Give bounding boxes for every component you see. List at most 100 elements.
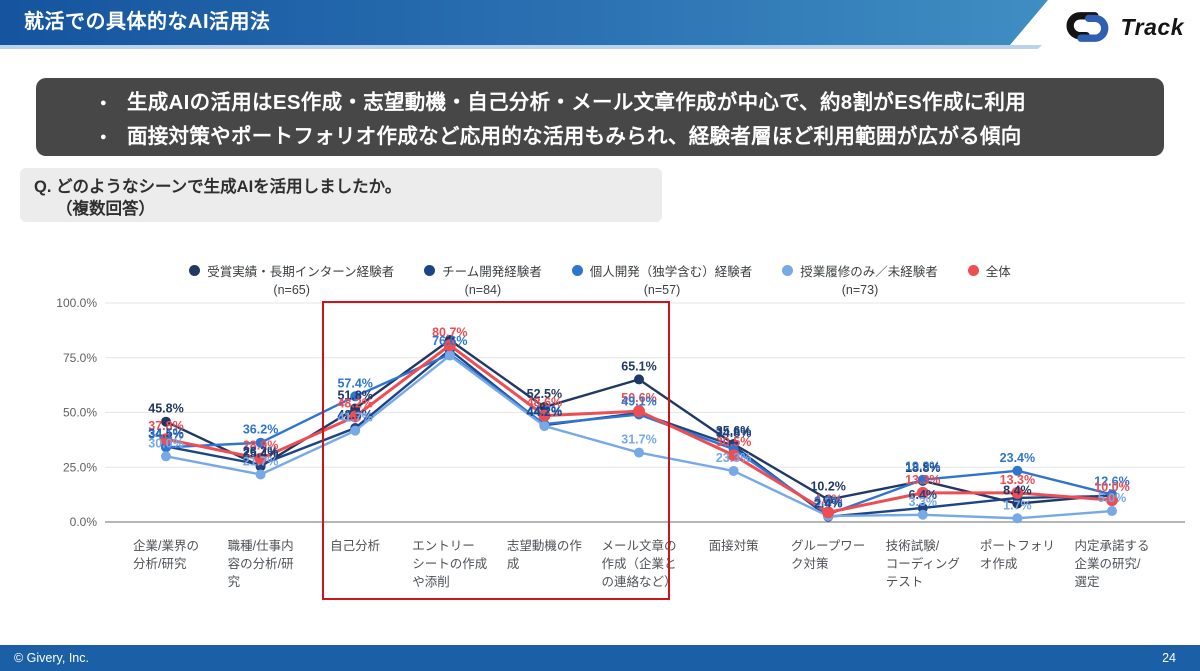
point-label: 30.5% — [716, 435, 751, 449]
legend-item-2: 個人開発（独学含む）経験者 (n=57) — [571, 261, 753, 297]
point-label: 13.3% — [905, 473, 940, 487]
summary-bullet-1: ● 生成AIの活用はES作成・志望動機・自己分析・メール文章作成が中心で、約8割… — [100, 85, 1164, 115]
legend-n-count: (n=84) — [464, 283, 502, 297]
data-point — [1106, 494, 1118, 507]
legend-label: 個人開発（独学含む）経験者 — [589, 265, 753, 279]
point-label: 48.6% — [527, 396, 562, 410]
legend-n-count: (n=73) — [841, 283, 879, 297]
point-label: 10.0% — [1094, 480, 1129, 494]
point-label: 36.2% — [243, 423, 278, 437]
category-label: 自己分析 — [330, 539, 381, 553]
data-point — [443, 339, 456, 352]
point-label: 18.8% — [905, 461, 940, 475]
legend-item-0: 受賞実績・長期インターン経験者 (n=65) — [189, 261, 394, 297]
point-label: 2.7% — [814, 496, 843, 510]
question-line-1: Q. どのようなシーンで生成AIを活用しましたか。 — [34, 178, 402, 196]
y-axis-tick: 50.0% — [63, 406, 97, 420]
data-point — [444, 350, 455, 361]
legend-dot-icon — [571, 265, 583, 276]
data-point — [255, 469, 266, 480]
category-label: 内定承諾する 企業の研究/ 選定 — [1074, 539, 1150, 590]
legend-dot-icon — [782, 265, 794, 276]
summary-bullet-1-text: 生成AIの活用はES作成・志望動機・自己分析・メール文章作成が中心で、約8割がE… — [126, 91, 1027, 114]
legend-dot-icon — [189, 265, 201, 276]
data-point — [916, 486, 929, 499]
point-label: 41.7% — [337, 411, 372, 425]
highlight-rectangle — [322, 301, 670, 600]
bullet-icon: ● — [100, 97, 107, 109]
point-label: 52.5% — [527, 387, 562, 401]
point-label: 30.0% — [148, 436, 183, 450]
point-label: 21.7% — [243, 454, 278, 468]
point-label: 80.7% — [432, 325, 467, 339]
legend-item-3: 授業履修のみ／未経験者 (n=73) — [782, 261, 938, 297]
legend-dot-icon — [424, 265, 436, 276]
data-point — [161, 451, 171, 462]
track-logo: Track — [1061, 8, 1184, 46]
point-label: 65.1% — [621, 359, 656, 373]
question-box: Q. どのようなシーンで生成AIを活用しましたか。 （複数回答） — [20, 168, 662, 222]
data-point — [823, 494, 834, 505]
category-label: 技術試験/ コーディング テスト — [885, 539, 960, 590]
point-label: 76.6% — [432, 334, 467, 348]
y-axis-tick: 75.0% — [63, 351, 97, 365]
point-label: 2.4% — [814, 497, 843, 511]
data-point — [1011, 486, 1024, 499]
point-label: 23.3% — [716, 451, 751, 465]
legend-label: 全体 — [985, 265, 1011, 279]
point-label: 44.2% — [527, 405, 562, 419]
data-point — [350, 391, 361, 402]
point-label: 37.8% — [148, 419, 183, 433]
point-label: 34.5% — [148, 426, 183, 440]
footer-bar: © Givery, Inc. 24 — [0, 645, 1200, 671]
data-point — [634, 447, 644, 458]
data-point — [1012, 465, 1023, 476]
y-axis-tick: 25.0% — [63, 460, 97, 474]
point-label: 3.5% — [814, 494, 843, 508]
category-label: 企業/業界の 分析/研究 — [133, 539, 199, 572]
point-label: 34.8% — [716, 426, 751, 440]
data-point — [350, 425, 361, 436]
point-label: 10.2% — [810, 480, 845, 494]
point-label: 13.3% — [1000, 473, 1035, 487]
category-label: 面接対策 — [708, 539, 759, 553]
data-point — [1107, 506, 1117, 517]
legend-dot-icon — [967, 265, 979, 276]
point-label: 3.3% — [909, 495, 938, 509]
data-point — [255, 437, 266, 448]
bullet-icon: ● — [100, 131, 107, 143]
point-label: 45.8% — [148, 402, 183, 416]
point-label: 12.6% — [1094, 474, 1129, 488]
point-label: 51.8% — [337, 389, 372, 403]
point-label: 26.2% — [243, 445, 278, 459]
track-logo-icon — [1066, 12, 1108, 42]
data-point — [917, 509, 928, 520]
point-label: 8.4% — [1003, 484, 1032, 498]
data-point — [539, 421, 550, 432]
category-label: 志望動機の作 成 — [506, 539, 582, 572]
header-underline-decoration — [0, 45, 1042, 49]
data-point — [161, 416, 171, 427]
point-label: 25.4% — [243, 446, 278, 460]
legend-item-4: 全体 — [967, 261, 1011, 280]
data-point — [349, 410, 362, 423]
page-number: 24 — [1162, 651, 1176, 665]
data-point — [917, 474, 928, 485]
point-label: 23.4% — [1000, 451, 1035, 465]
category-label: エントリー シートの作成 や添削 — [412, 539, 488, 590]
y-axis-tick: 100.0% — [56, 296, 97, 310]
point-label: 28.9% — [243, 439, 278, 453]
data-point — [161, 442, 171, 453]
question-line-2: （複数回答） — [56, 200, 155, 219]
data-point — [538, 409, 551, 422]
data-point — [539, 402, 550, 413]
category-label: メール文章の 作成（企業と の連絡など） — [601, 539, 677, 590]
data-point — [634, 374, 644, 385]
legend-n-count: (n=57) — [643, 283, 681, 297]
data-point — [727, 449, 740, 462]
chart-legend: 受賞実績・長期インターン経験者 (n=65) チーム開発経験者 (n=84) 個人開発（… — [40, 261, 1160, 297]
category-label: ポートフォリ オ作成 — [979, 539, 1055, 572]
point-label: 1.7% — [1003, 498, 1032, 512]
legend-item-1: チーム開発経験者 (n=84) — [424, 261, 542, 297]
